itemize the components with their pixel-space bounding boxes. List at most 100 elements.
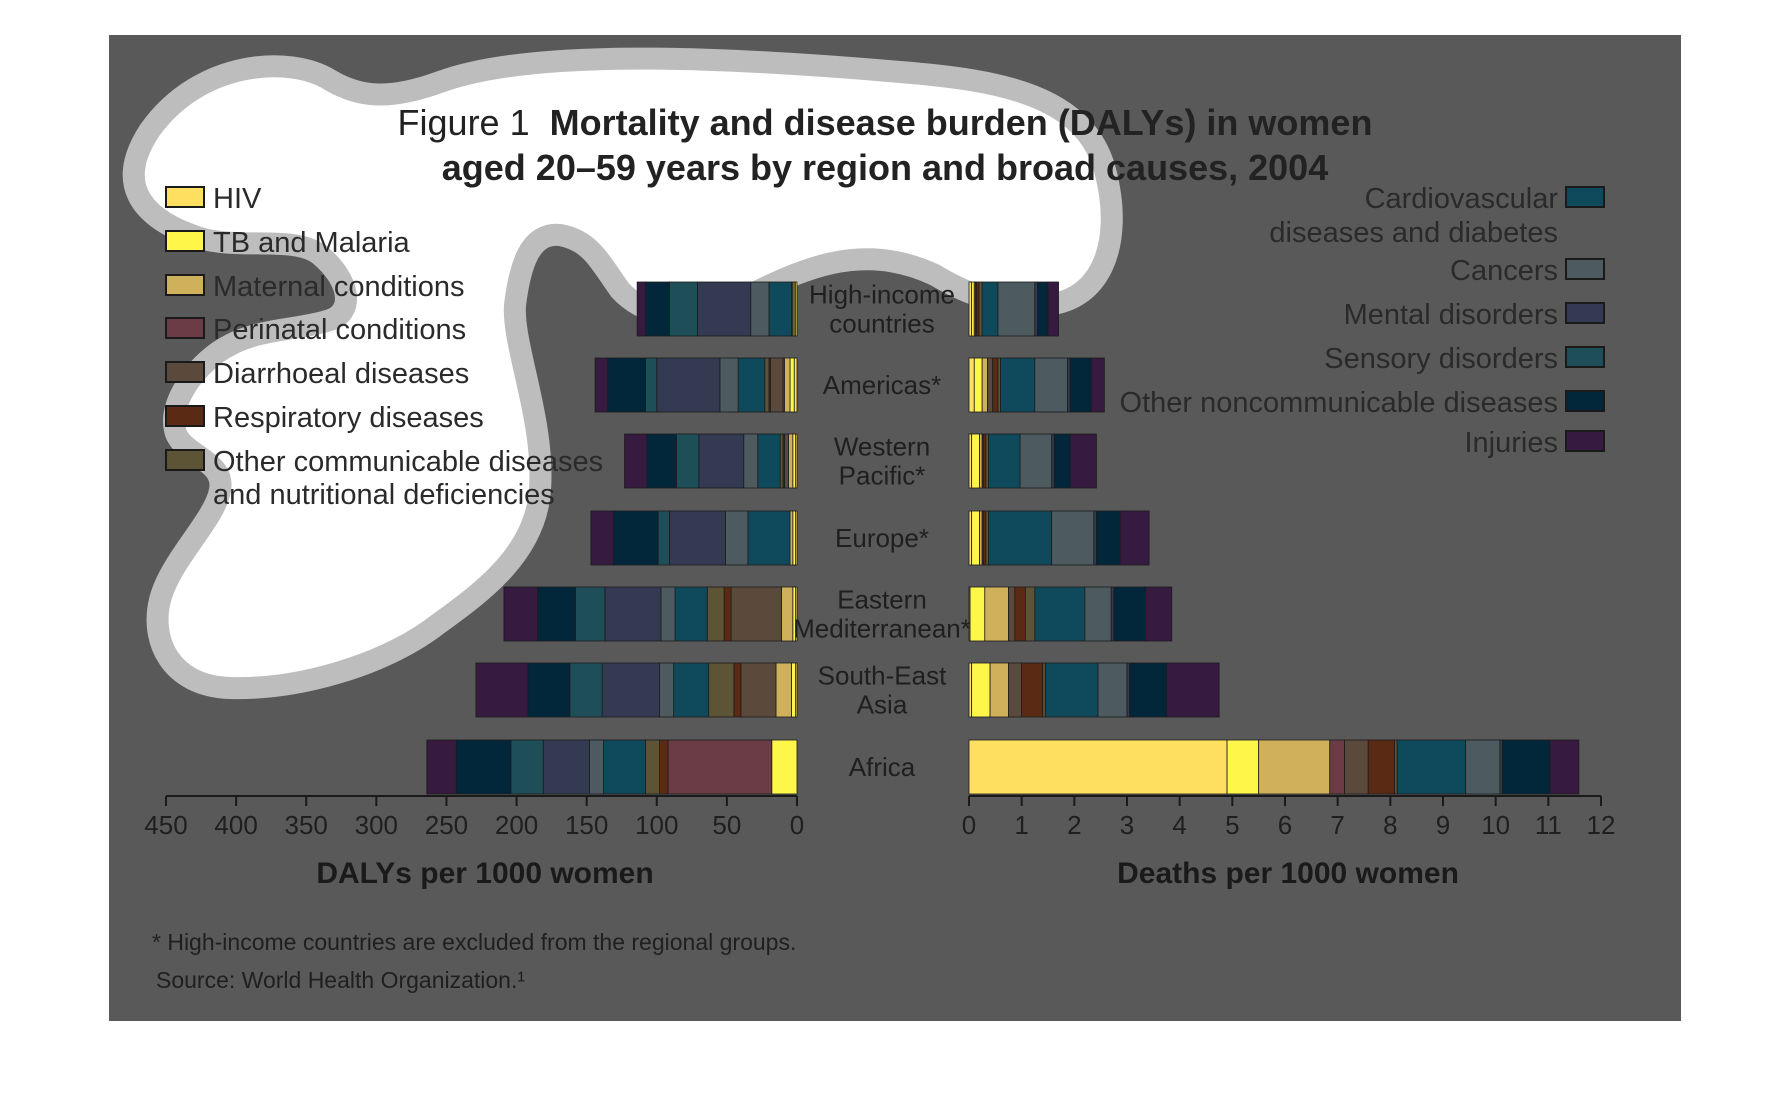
legend-label-line: HIV xyxy=(213,183,262,215)
deaths-bar-africa-other-noncommunicable-diseases xyxy=(1502,739,1551,795)
deaths-tick-label: 5 xyxy=(1225,810,1239,840)
legend-swatch-maternal-conditions xyxy=(165,274,205,296)
legend-swatch-hiv xyxy=(165,186,205,208)
deaths-bar-high-income-countries-injuries xyxy=(1047,281,1059,337)
deaths-bar-eastern-mediterranean-maternal-conditions xyxy=(984,586,1009,642)
dalys-bar-africa-other-communicable-diseases-and-nutritional-deficiencies xyxy=(645,739,660,795)
dalys-bar-south-east-asia-injuries xyxy=(475,662,529,718)
deaths-bar-high-income-countries-cardiovascular-diseases-and-diabetes xyxy=(981,281,999,337)
dalys-bar-eastern-mediterranean-mental-disorders xyxy=(604,586,662,642)
deaths-bar-south-east-asia-maternal-conditions xyxy=(989,662,1009,718)
region-label-high-income-countries: High-income countries xyxy=(809,280,955,339)
dalys-tick-label: 350 xyxy=(285,810,328,840)
deaths-bar-high-income-countries-cancers xyxy=(997,281,1036,337)
dalys-bar-europe-cancers xyxy=(725,510,749,566)
deaths-axis: 0 1 2 3 4 5 6 7 8 9 10 11 12 xyxy=(962,795,1616,840)
legend-label-sensory-disorders: Sensory disorders xyxy=(1324,343,1558,375)
legend-label-line: Maternal conditions xyxy=(213,271,464,303)
dalys-bar-africa-injuries xyxy=(426,739,457,795)
deaths-bar-eastern-mediterranean-injuries xyxy=(1145,586,1173,642)
deaths-bar-eastern-mediterranean-diarrhoeal-diseases xyxy=(1008,586,1016,642)
dalys-bar-western-pacific-tb-and-malaria xyxy=(792,433,796,489)
dalys-bar-europe-other-noncommunicable-diseases xyxy=(612,510,659,566)
legend-label-cancers: Cancers xyxy=(1450,255,1558,287)
dalys-bar-eastern-mediterranean-maternal-conditions xyxy=(781,586,794,642)
deaths-bar-western-pacific-other-noncommunicable-diseases xyxy=(1053,433,1071,489)
dalys-bar-europe-cardiovascular-diseases-and-diabetes xyxy=(747,510,791,566)
deaths-bar-high-income-countries-other-communicable-diseases-and-nutritional-deficiencies xyxy=(978,281,983,337)
deaths-bar-africa-hiv xyxy=(968,739,1228,795)
legend-label-cardiovascular-diseases-and-diabetes: Cardiovascular diseases and diabetes xyxy=(1269,183,1558,249)
legend-right: Cardiovascular diseases and diabetes Cance… xyxy=(1120,183,1605,459)
deaths-bar-eastern-mediterranean-cancers xyxy=(1084,586,1112,642)
deaths-bar-europe-injuries xyxy=(1119,510,1150,566)
deaths-bar-americas-respiratory-diseases xyxy=(992,357,999,413)
deaths-bar-south-east-asia-tb-and-malaria xyxy=(971,662,991,718)
region-label-western-pacific: Western Pacific* xyxy=(834,432,930,491)
dalys-bar-africa-perinatal-conditions xyxy=(667,739,773,795)
legend-label-line: Other communicable diseases xyxy=(213,446,603,478)
dalys-bar-europe-injuries xyxy=(590,510,614,566)
deaths-bar-high-income-countries-other-noncommunicable-diseases xyxy=(1037,281,1049,337)
legend-label-line: Perinatal conditions xyxy=(213,314,466,346)
dalys-bar-high-income-countries-mental-disorders xyxy=(697,281,752,337)
legend-swatch-sensory-disorders xyxy=(1565,346,1605,368)
dalys-bar-high-income-countries-injuries xyxy=(636,281,646,337)
deaths-bar-africa-diarrhoeal-diseases xyxy=(1344,739,1369,795)
dalys-bar-africa-tb-and-malaria xyxy=(771,739,798,795)
region-label-line: High-income xyxy=(809,280,955,310)
legend-label-line: Respiratory diseases xyxy=(213,402,484,434)
deaths-bar-americas-other-noncommunicable-diseases xyxy=(1069,357,1092,413)
legend-label-perinatal-conditions: Perinatal conditions xyxy=(213,314,466,346)
dalys-bar-americas-sensory-disorders xyxy=(645,357,658,413)
region-labels: High-income countries Americas* Western Paci… xyxy=(793,280,971,783)
dalys-bar-south-east-asia-respiratory-diseases xyxy=(733,662,742,718)
dalys-axis-title: DALYs per 1000 women xyxy=(316,857,653,890)
deaths-tick-label: 9 xyxy=(1436,810,1450,840)
dalys-bar-south-east-asia-other-communicable-diseases-and-nutritional-deficiencies xyxy=(708,662,735,718)
dalys-bars xyxy=(426,281,798,795)
region-label-line: Mediterranean* xyxy=(793,614,971,644)
dalys-bar-americas-mental-disorders xyxy=(656,357,721,413)
legend-label-line: TB and Malaria xyxy=(213,227,411,259)
region-label-africa: Africa xyxy=(849,752,916,782)
deaths-bar-europe-cancers xyxy=(1051,510,1095,566)
dalys-bar-americas-other-noncommunicable-diseases xyxy=(607,357,646,413)
dalys-bar-western-pacific-mental-disorders xyxy=(698,433,745,489)
legend-label-injuries: Injuries xyxy=(1465,427,1559,459)
dalys-bar-africa-mental-disorders xyxy=(542,739,590,795)
legend-swatch-cardiovascular-diseases-and-diabetes xyxy=(1565,186,1605,208)
dalys-bar-western-pacific-other-noncommunicable-diseases xyxy=(646,433,677,489)
legend-left: HIV TB and Malaria Maternal conditions Peri… xyxy=(165,183,603,511)
region-label-line: South-East xyxy=(818,661,947,691)
deaths-bar-eastern-mediterranean-respiratory-diseases xyxy=(1014,586,1026,642)
legend-label-line: Sensory disorders xyxy=(1324,343,1558,375)
deaths-bar-africa-respiratory-diseases xyxy=(1367,739,1395,795)
dalys-bar-eastern-mediterranean-respiratory-diseases xyxy=(723,586,732,642)
dalys-tick-label: 250 xyxy=(425,810,468,840)
legend-label-line: and nutritional deficiencies xyxy=(213,479,555,511)
legend-swatch-diarrhoeal-diseases xyxy=(165,361,205,383)
legend-label-line: diseases and diabetes xyxy=(1269,217,1558,249)
deaths-bar-south-east-asia-injuries xyxy=(1166,662,1220,718)
deaths-tick-label: 6 xyxy=(1278,810,1292,840)
chart-title-line1: Figure 1 Mortality and disease burden (D… xyxy=(398,102,1373,143)
legend-swatch-other-noncommunicable-diseases xyxy=(1565,390,1605,412)
dalys-bar-eastern-mediterranean-other-noncommunicable-diseases xyxy=(537,586,576,642)
deaths-tick-label: 4 xyxy=(1172,810,1186,840)
dalys-bar-western-pacific-other-communicable-diseases-and-nutritional-deficiencies xyxy=(779,433,784,489)
deaths-tick-label: 11 xyxy=(1535,810,1562,840)
dalys-bar-south-east-asia-sensory-disorders xyxy=(569,662,603,718)
dalys-bar-eastern-mediterranean-other-communicable-diseases-and-nutritional-deficiencies xyxy=(706,586,725,642)
region-label-line: countries xyxy=(829,309,935,339)
legend-label-other-noncommunicable-diseases: Other noncommunicable diseases xyxy=(1120,387,1558,419)
dalys-bar-south-east-asia-maternal-conditions xyxy=(775,662,792,718)
deaths-tick-label: 12 xyxy=(1587,810,1616,840)
dalys-tick-label: 150 xyxy=(565,810,608,840)
dalys-bar-western-pacific-maternal-conditions xyxy=(788,433,794,489)
dalys-bar-high-income-countries-sensory-disorders xyxy=(668,281,698,337)
deaths-tick-label: 1 xyxy=(1014,810,1028,840)
dalys-bar-americas-hiv xyxy=(793,357,798,413)
title-prefix: Figure 1 xyxy=(398,102,530,143)
